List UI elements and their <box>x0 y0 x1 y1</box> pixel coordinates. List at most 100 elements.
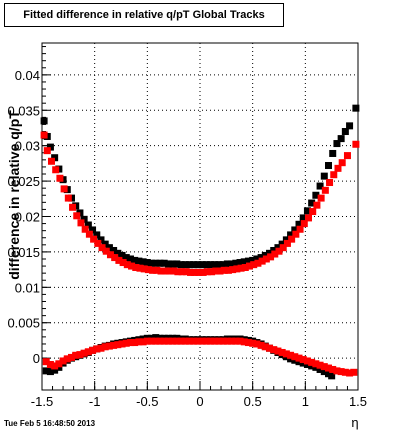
data-point <box>338 159 346 167</box>
data-point <box>308 362 316 370</box>
data-point <box>257 254 265 262</box>
data-point <box>241 263 249 271</box>
data-point <box>291 226 299 234</box>
data-point <box>81 225 89 233</box>
data-point <box>46 361 54 369</box>
data-point <box>135 338 143 346</box>
data-point <box>139 258 147 266</box>
data-point <box>325 162 333 170</box>
y-tick-label: 0.02 <box>15 210 40 225</box>
data-point <box>288 235 296 243</box>
data-point <box>228 260 236 268</box>
data-point <box>131 256 139 264</box>
data-point <box>177 337 185 345</box>
data-point <box>77 219 85 227</box>
data-point <box>215 337 223 345</box>
data-point <box>299 359 307 367</box>
data-point <box>232 337 240 345</box>
data-point <box>219 261 227 269</box>
data-point <box>308 358 316 366</box>
y-axis-title: difference in relative q/pT <box>6 110 22 280</box>
data-point <box>203 268 211 276</box>
data-point <box>249 256 257 264</box>
data-point <box>72 351 80 359</box>
data-point <box>169 260 177 268</box>
data-point <box>296 225 304 233</box>
data-point <box>215 261 223 269</box>
data-point <box>267 253 275 261</box>
data-point <box>198 337 206 345</box>
data-point <box>202 261 210 269</box>
data-point <box>211 261 219 269</box>
y-tick-label: 0.005 <box>7 316 40 331</box>
data-point <box>119 259 127 267</box>
data-point <box>343 152 351 160</box>
data-point <box>250 261 258 269</box>
data-point <box>341 128 349 136</box>
data-point <box>279 244 287 252</box>
data-point <box>292 230 300 238</box>
data-point <box>160 337 168 345</box>
data-point <box>198 261 206 269</box>
data-point <box>84 221 92 229</box>
data-point <box>330 171 338 179</box>
data-point <box>233 265 241 273</box>
data-point <box>212 267 220 275</box>
data-point <box>85 230 93 238</box>
data-point <box>321 186 329 194</box>
data-point <box>105 244 113 252</box>
data-point <box>312 363 320 371</box>
data-point <box>229 266 237 274</box>
data-point <box>258 257 266 265</box>
data-point <box>202 337 210 345</box>
data-point <box>333 367 341 375</box>
data-point <box>228 337 236 345</box>
data-point <box>317 194 325 202</box>
data-point <box>326 179 334 187</box>
data-point <box>262 255 270 263</box>
data-point <box>299 356 307 364</box>
data-point <box>337 135 345 143</box>
data-point <box>56 174 64 182</box>
y-tick-label: 0.025 <box>7 174 40 189</box>
y-tick-label: 0.03 <box>15 139 40 154</box>
x-tick-label: -1 <box>89 394 101 409</box>
data-point <box>173 260 181 268</box>
data-point <box>320 172 328 180</box>
data-point <box>287 351 295 359</box>
data-point <box>254 259 262 267</box>
data-point <box>157 267 165 275</box>
data-point <box>316 182 324 190</box>
data-point <box>224 266 232 274</box>
data-point <box>237 264 245 272</box>
data-point <box>208 268 216 276</box>
data-point <box>266 249 274 257</box>
data-point <box>160 259 168 267</box>
data-point <box>207 261 215 269</box>
data-point <box>110 246 118 254</box>
data-point <box>320 363 328 371</box>
data-point <box>40 131 48 139</box>
data-point <box>219 337 227 345</box>
data-point <box>346 369 354 377</box>
data-point <box>69 203 77 211</box>
data-point <box>291 356 299 364</box>
data-point <box>122 339 130 347</box>
data-point <box>300 220 308 228</box>
data-point <box>249 339 257 347</box>
data-point <box>148 259 156 267</box>
data-point <box>46 143 54 151</box>
data-points <box>40 104 360 380</box>
data-point <box>295 354 303 362</box>
data-point <box>303 207 311 215</box>
data-point <box>223 337 231 345</box>
data-point <box>187 268 195 276</box>
data-point <box>101 343 109 351</box>
data-point <box>195 268 203 276</box>
data-point <box>253 255 261 263</box>
data-point <box>115 256 123 264</box>
data-point <box>128 262 136 270</box>
data-point <box>182 268 190 276</box>
data-point <box>236 337 244 345</box>
data-point <box>76 351 84 359</box>
